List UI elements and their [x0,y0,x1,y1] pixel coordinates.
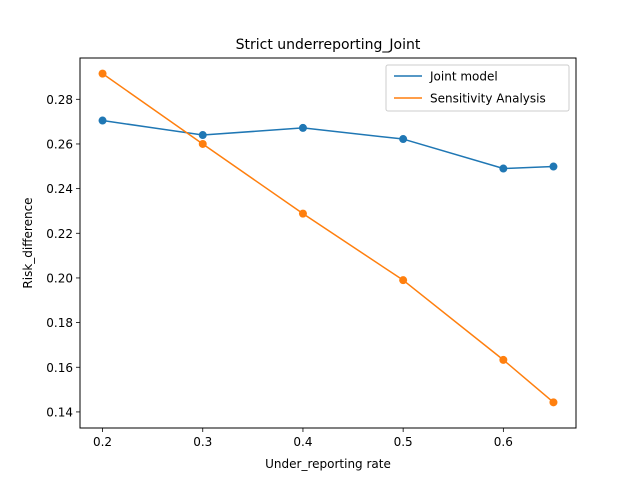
series-1-point [298,209,307,218]
y-axis-label: Risk_difference [21,197,35,288]
x-tick-label: 0.2 [93,435,112,449]
series-0-point [298,123,307,132]
y-tick-label: 0.18 [46,316,73,330]
y-tick-label: 0.20 [46,271,73,285]
axes-frame [79,57,577,429]
legend-box [385,64,570,112]
series-0-point [98,116,107,125]
series-0-point [198,131,207,140]
series-1-point [399,276,408,285]
chart-title: Strict underreporting_Joint [236,37,421,53]
series-1-point [198,139,207,148]
series-0-point [399,135,408,144]
series-0-point [549,162,558,171]
y-tick-label: 0.24 [46,182,73,196]
legend-label: Sensitivity Analysis [430,92,546,106]
series-line-1 [102,73,554,403]
y-tick-label: 0.16 [46,361,73,375]
x-tick-label: 0.6 [494,435,513,449]
series-1-point [549,398,558,407]
y-tick-label: 0.28 [46,93,73,107]
y-tick-label: 0.22 [46,227,73,241]
series-line-0 [102,119,554,170]
plot-area [98,69,558,407]
y-axis: 0.14 0.16 0.18 0.20 0.22 0.24 0.26 0.28 [46,93,80,419]
legend-label: Joint model [429,70,498,84]
x-axis-label: Under_reporting rate [265,457,391,471]
series-0-point [499,164,508,173]
x-tick-label: 0.5 [394,435,413,449]
x-tick-label: 0.3 [193,435,212,449]
x-axis: 0.2 0.3 0.4 0.5 0.6 [93,428,513,449]
series-1-point [499,355,508,364]
series-1-point [98,69,107,78]
y-tick-label: 0.26 [46,137,73,151]
legend: Joint model Sensitivity Analysis [385,64,570,112]
x-tick-label: 0.4 [293,435,312,449]
y-tick-label: 0.14 [46,405,73,419]
